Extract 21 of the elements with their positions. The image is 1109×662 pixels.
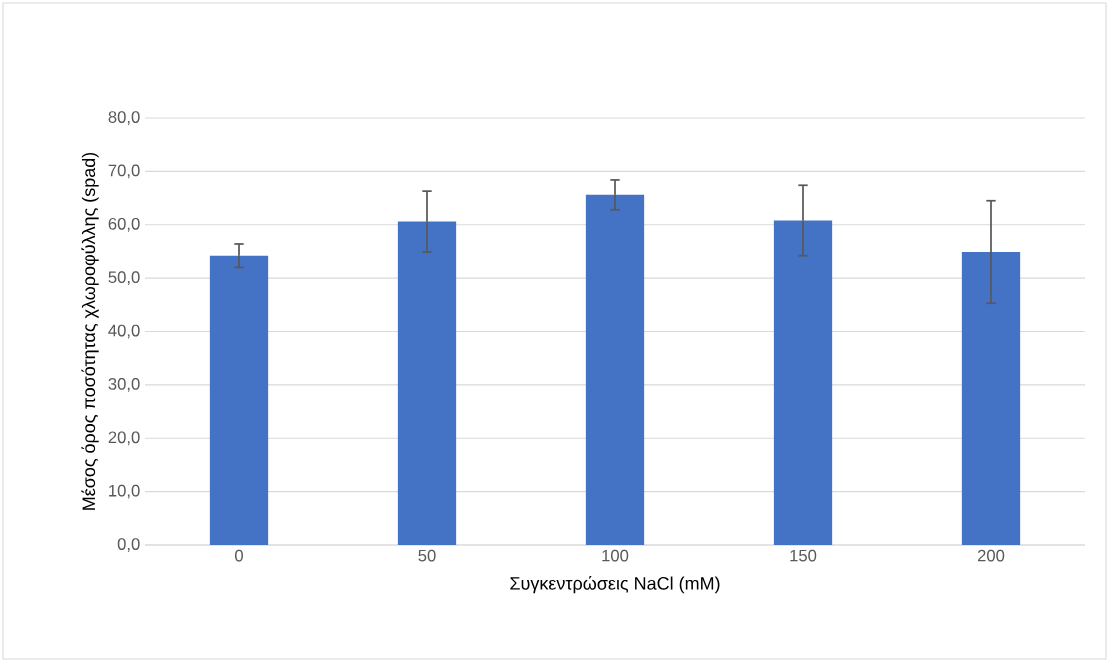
y-tick-label: 40,0 bbox=[108, 324, 140, 339]
y-axis-title: Μέσος όρος ποσότητας χλωροφύλλης (spad) bbox=[81, 152, 99, 510]
y-tick-label: 20,0 bbox=[108, 431, 140, 446]
x-tick-label: 50 bbox=[418, 549, 436, 562]
bar bbox=[773, 220, 833, 545]
y-tick-label: 80,0 bbox=[108, 111, 140, 125]
x-tick-label: 0 bbox=[235, 549, 243, 562]
y-tick-label: 30,0 bbox=[108, 378, 140, 392]
y-tick-label: 60,0 bbox=[108, 217, 140, 232]
y-tick-label: 10,0 bbox=[109, 484, 140, 499]
bar bbox=[209, 255, 269, 545]
x-axis-title: Συγκεντρώσεις NaCl (mM) bbox=[510, 575, 720, 594]
x-tick-label: 150 bbox=[790, 549, 817, 562]
x-tick-label: 200 bbox=[977, 549, 1005, 562]
y-tick-label: 70,0 bbox=[108, 164, 140, 179]
x-tick-label: 100 bbox=[602, 549, 629, 562]
bar bbox=[961, 251, 1021, 545]
bar bbox=[397, 221, 457, 545]
y-tick-label: 0,0 bbox=[117, 538, 140, 552]
bar bbox=[585, 194, 645, 545]
y-tick-label: 50,0 bbox=[108, 271, 140, 286]
